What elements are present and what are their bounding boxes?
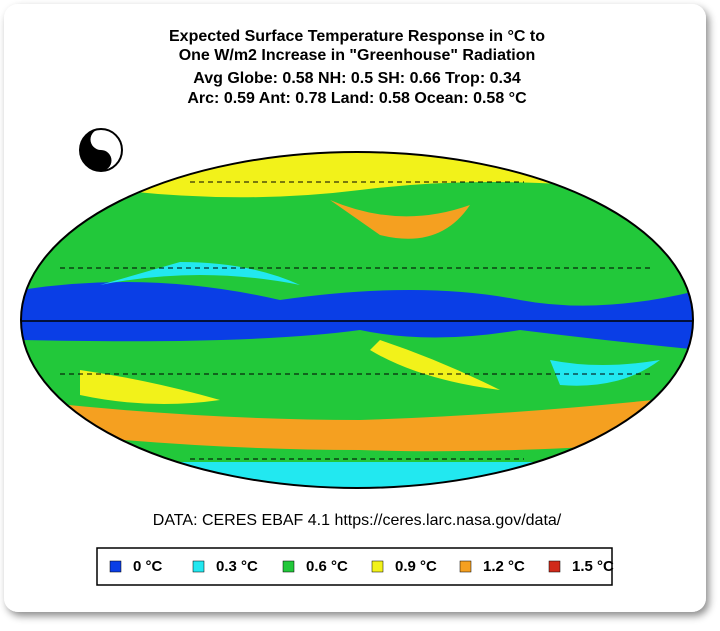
data-source: DATA: CERES EBAF 4.1 https://ceres.larc.… [153, 512, 562, 529]
map-region [80, 370, 220, 404]
map-outline [20, 151, 694, 489]
legend-label: 0.9 °C [395, 558, 437, 575]
stats-line: Avg Globe: 0.58 NH: 0.5 SH: 0.66 Trop: 0… [193, 70, 521, 87]
legend-swatch [371, 560, 384, 573]
legend-label: 0.6 °C [306, 558, 348, 575]
legend-label: 1.5 °C [572, 558, 614, 575]
map-region [370, 340, 500, 390]
legend-swatch [109, 560, 122, 573]
legend-label: 1.2 °C [483, 558, 525, 575]
legend-swatch [459, 560, 472, 573]
legend [96, 547, 613, 586]
map-region [330, 200, 470, 239]
map [21, 152, 693, 488]
map-region [100, 262, 300, 285]
legend-label: 0.3 °C [216, 558, 258, 575]
legend-label: 0 °C [133, 558, 163, 575]
title-line: One W/m2 Increase in "Greenhouse" Radiat… [179, 47, 536, 64]
stats-line: Arc: 0.59 Ant: 0.78 Land: 0.58 Ocean: 0.… [187, 90, 527, 107]
legend-swatch [192, 560, 205, 573]
legend-swatch [282, 560, 295, 573]
map-region [21, 282, 693, 350]
map-region [21, 395, 693, 452]
logo [79, 128, 123, 172]
legend-swatch [548, 560, 561, 573]
map-region [550, 360, 660, 386]
title-line: Expected Surface Temperature Response in… [169, 28, 545, 45]
latitude-lines [60, 181, 654, 460]
